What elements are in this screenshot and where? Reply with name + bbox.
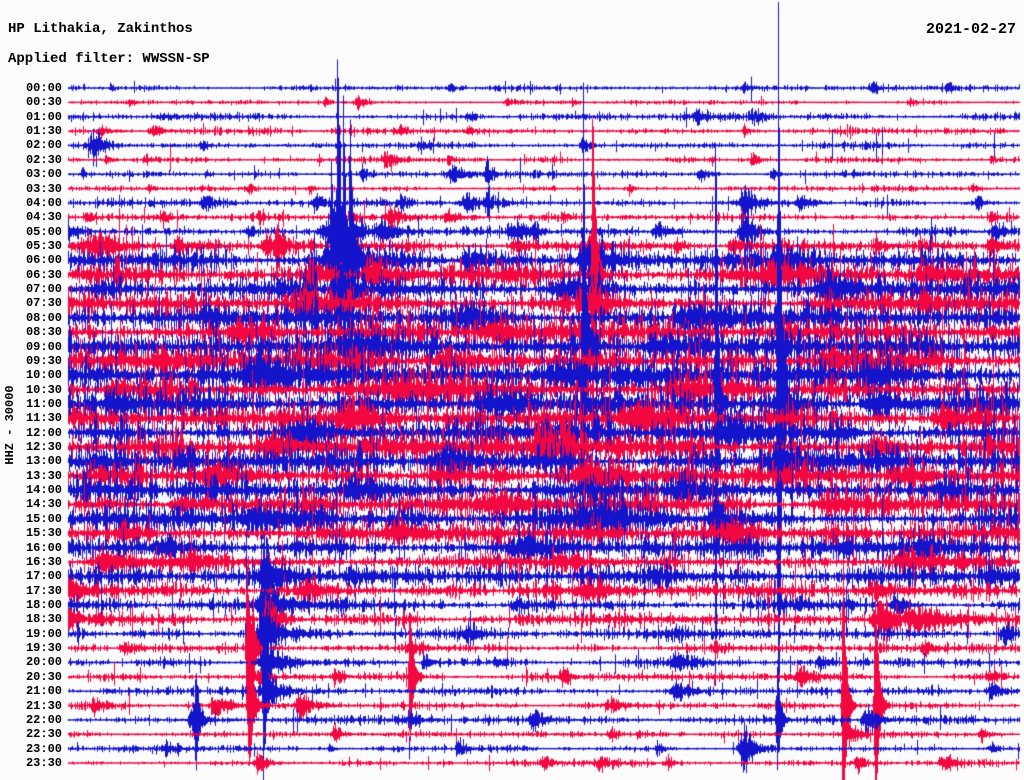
- time-label: 13:00: [25, 454, 62, 469]
- time-label: 22:00: [25, 712, 62, 727]
- time-label: 08:00: [25, 310, 62, 325]
- time-label: 23:30: [25, 756, 62, 770]
- time-label: 12:00: [25, 425, 62, 440]
- time-label: 16:00: [25, 540, 62, 555]
- station-title: HP Lithakia, Zakinthos: [8, 21, 193, 37]
- time-label: 23:00: [25, 741, 62, 756]
- time-label: 07:30: [25, 296, 62, 311]
- amplitude-scale-label: HHZ - 30000: [3, 385, 17, 465]
- date-label: 2021-02-27: [925, 21, 1016, 38]
- time-label: 15:00: [25, 511, 62, 526]
- time-label: 18:30: [25, 612, 62, 627]
- time-label: 01:00: [25, 109, 62, 124]
- time-label: 00:00: [25, 81, 62, 95]
- time-label: 21:00: [25, 684, 62, 699]
- time-label: 18:00: [25, 598, 62, 613]
- time-label: 09:30: [25, 353, 62, 368]
- time-label: 19:00: [25, 626, 62, 641]
- time-label: 02:00: [25, 138, 62, 153]
- time-label: 03:00: [25, 167, 62, 182]
- time-label: 08:30: [25, 325, 62, 340]
- time-label: 21:30: [25, 698, 62, 713]
- time-label: 07:00: [25, 282, 62, 297]
- time-label: 20:30: [25, 669, 62, 684]
- time-label: 14:30: [25, 497, 62, 512]
- time-label: 22:30: [25, 727, 62, 742]
- time-label: 11:30: [25, 411, 62, 426]
- time-label: 10:30: [25, 382, 62, 397]
- time-label: 04:30: [25, 210, 62, 225]
- time-label: 06:00: [25, 253, 62, 268]
- time-label: 05:00: [25, 224, 62, 239]
- time-label: 05:30: [25, 238, 62, 253]
- time-label: 12:30: [25, 440, 62, 455]
- time-label: 04:00: [25, 195, 62, 210]
- time-label: 20:00: [25, 655, 62, 670]
- time-label: 01:30: [25, 124, 62, 139]
- time-label: 17:30: [25, 583, 62, 598]
- time-label: 00:30: [25, 95, 62, 110]
- time-label: 13:30: [25, 468, 62, 483]
- time-label: 02:30: [25, 152, 62, 167]
- time-label: 03:30: [25, 181, 62, 196]
- time-label: 17:00: [25, 569, 62, 584]
- time-label: 10:00: [25, 368, 62, 383]
- time-label: 11:00: [25, 396, 62, 411]
- time-label: 19:30: [25, 641, 62, 656]
- time-label: 15:30: [25, 526, 62, 541]
- time-label: 06:30: [25, 267, 62, 282]
- filter-label: Applied filter: WWSSN-SP: [8, 51, 210, 67]
- time-label: 16:30: [25, 554, 62, 569]
- time-label: 14:00: [25, 483, 62, 498]
- time-label: 09:00: [25, 339, 62, 354]
